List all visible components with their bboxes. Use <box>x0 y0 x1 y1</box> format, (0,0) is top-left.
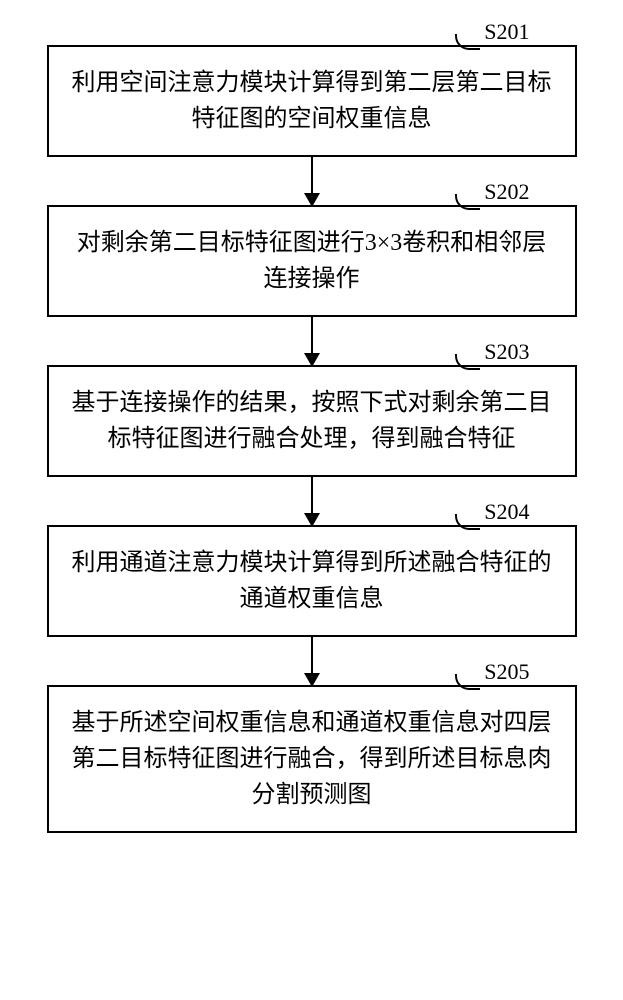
step-text: 基于连接操作的结果，按照下式对剩余第二目标特征图进行融合处理，得到融合特征 <box>69 385 555 457</box>
step-box-s205: S205 基于所述空间权重信息和通道权重信息对四层第二目标特征图进行融合，得到所… <box>47 685 577 833</box>
step-text: 利用空间注意力模块计算得到第二层第二目标特征图的空间权重信息 <box>69 65 555 137</box>
arrow-icon <box>311 637 313 685</box>
flowchart-container: S201 利用空间注意力模块计算得到第二层第二目标特征图的空间权重信息 S202… <box>0 45 623 833</box>
step-box-s201: S201 利用空间注意力模块计算得到第二层第二目标特征图的空间权重信息 <box>47 45 577 157</box>
step-box-s202: S202 对剩余第二目标特征图进行3×3卷积和相邻层连接操作 <box>47 205 577 317</box>
step-text: 对剩余第二目标特征图进行3×3卷积和相邻层连接操作 <box>69 225 555 297</box>
step-text: 利用通道注意力模块计算得到所述融合特征的通道权重信息 <box>69 545 555 617</box>
step-text: 基于所述空间权重信息和通道权重信息对四层第二目标特征图进行融合，得到所述目标息肉… <box>69 705 555 813</box>
label-connector <box>455 354 480 370</box>
step-box-s203: S203 基于连接操作的结果，按照下式对剩余第二目标特征图进行融合处理，得到融合… <box>47 365 577 477</box>
step-label: S204 <box>484 495 529 528</box>
step-label: S203 <box>484 335 529 368</box>
label-connector <box>455 514 480 530</box>
label-connector <box>455 674 480 690</box>
arrow-icon <box>311 477 313 525</box>
label-connector <box>455 194 480 210</box>
arrow-icon <box>311 317 313 365</box>
step-box-s204: S204 利用通道注意力模块计算得到所述融合特征的通道权重信息 <box>47 525 577 637</box>
arrow-icon <box>311 157 313 205</box>
step-label: S201 <box>484 15 529 48</box>
step-label: S205 <box>484 655 529 688</box>
step-label: S202 <box>484 175 529 208</box>
label-connector <box>455 34 480 50</box>
